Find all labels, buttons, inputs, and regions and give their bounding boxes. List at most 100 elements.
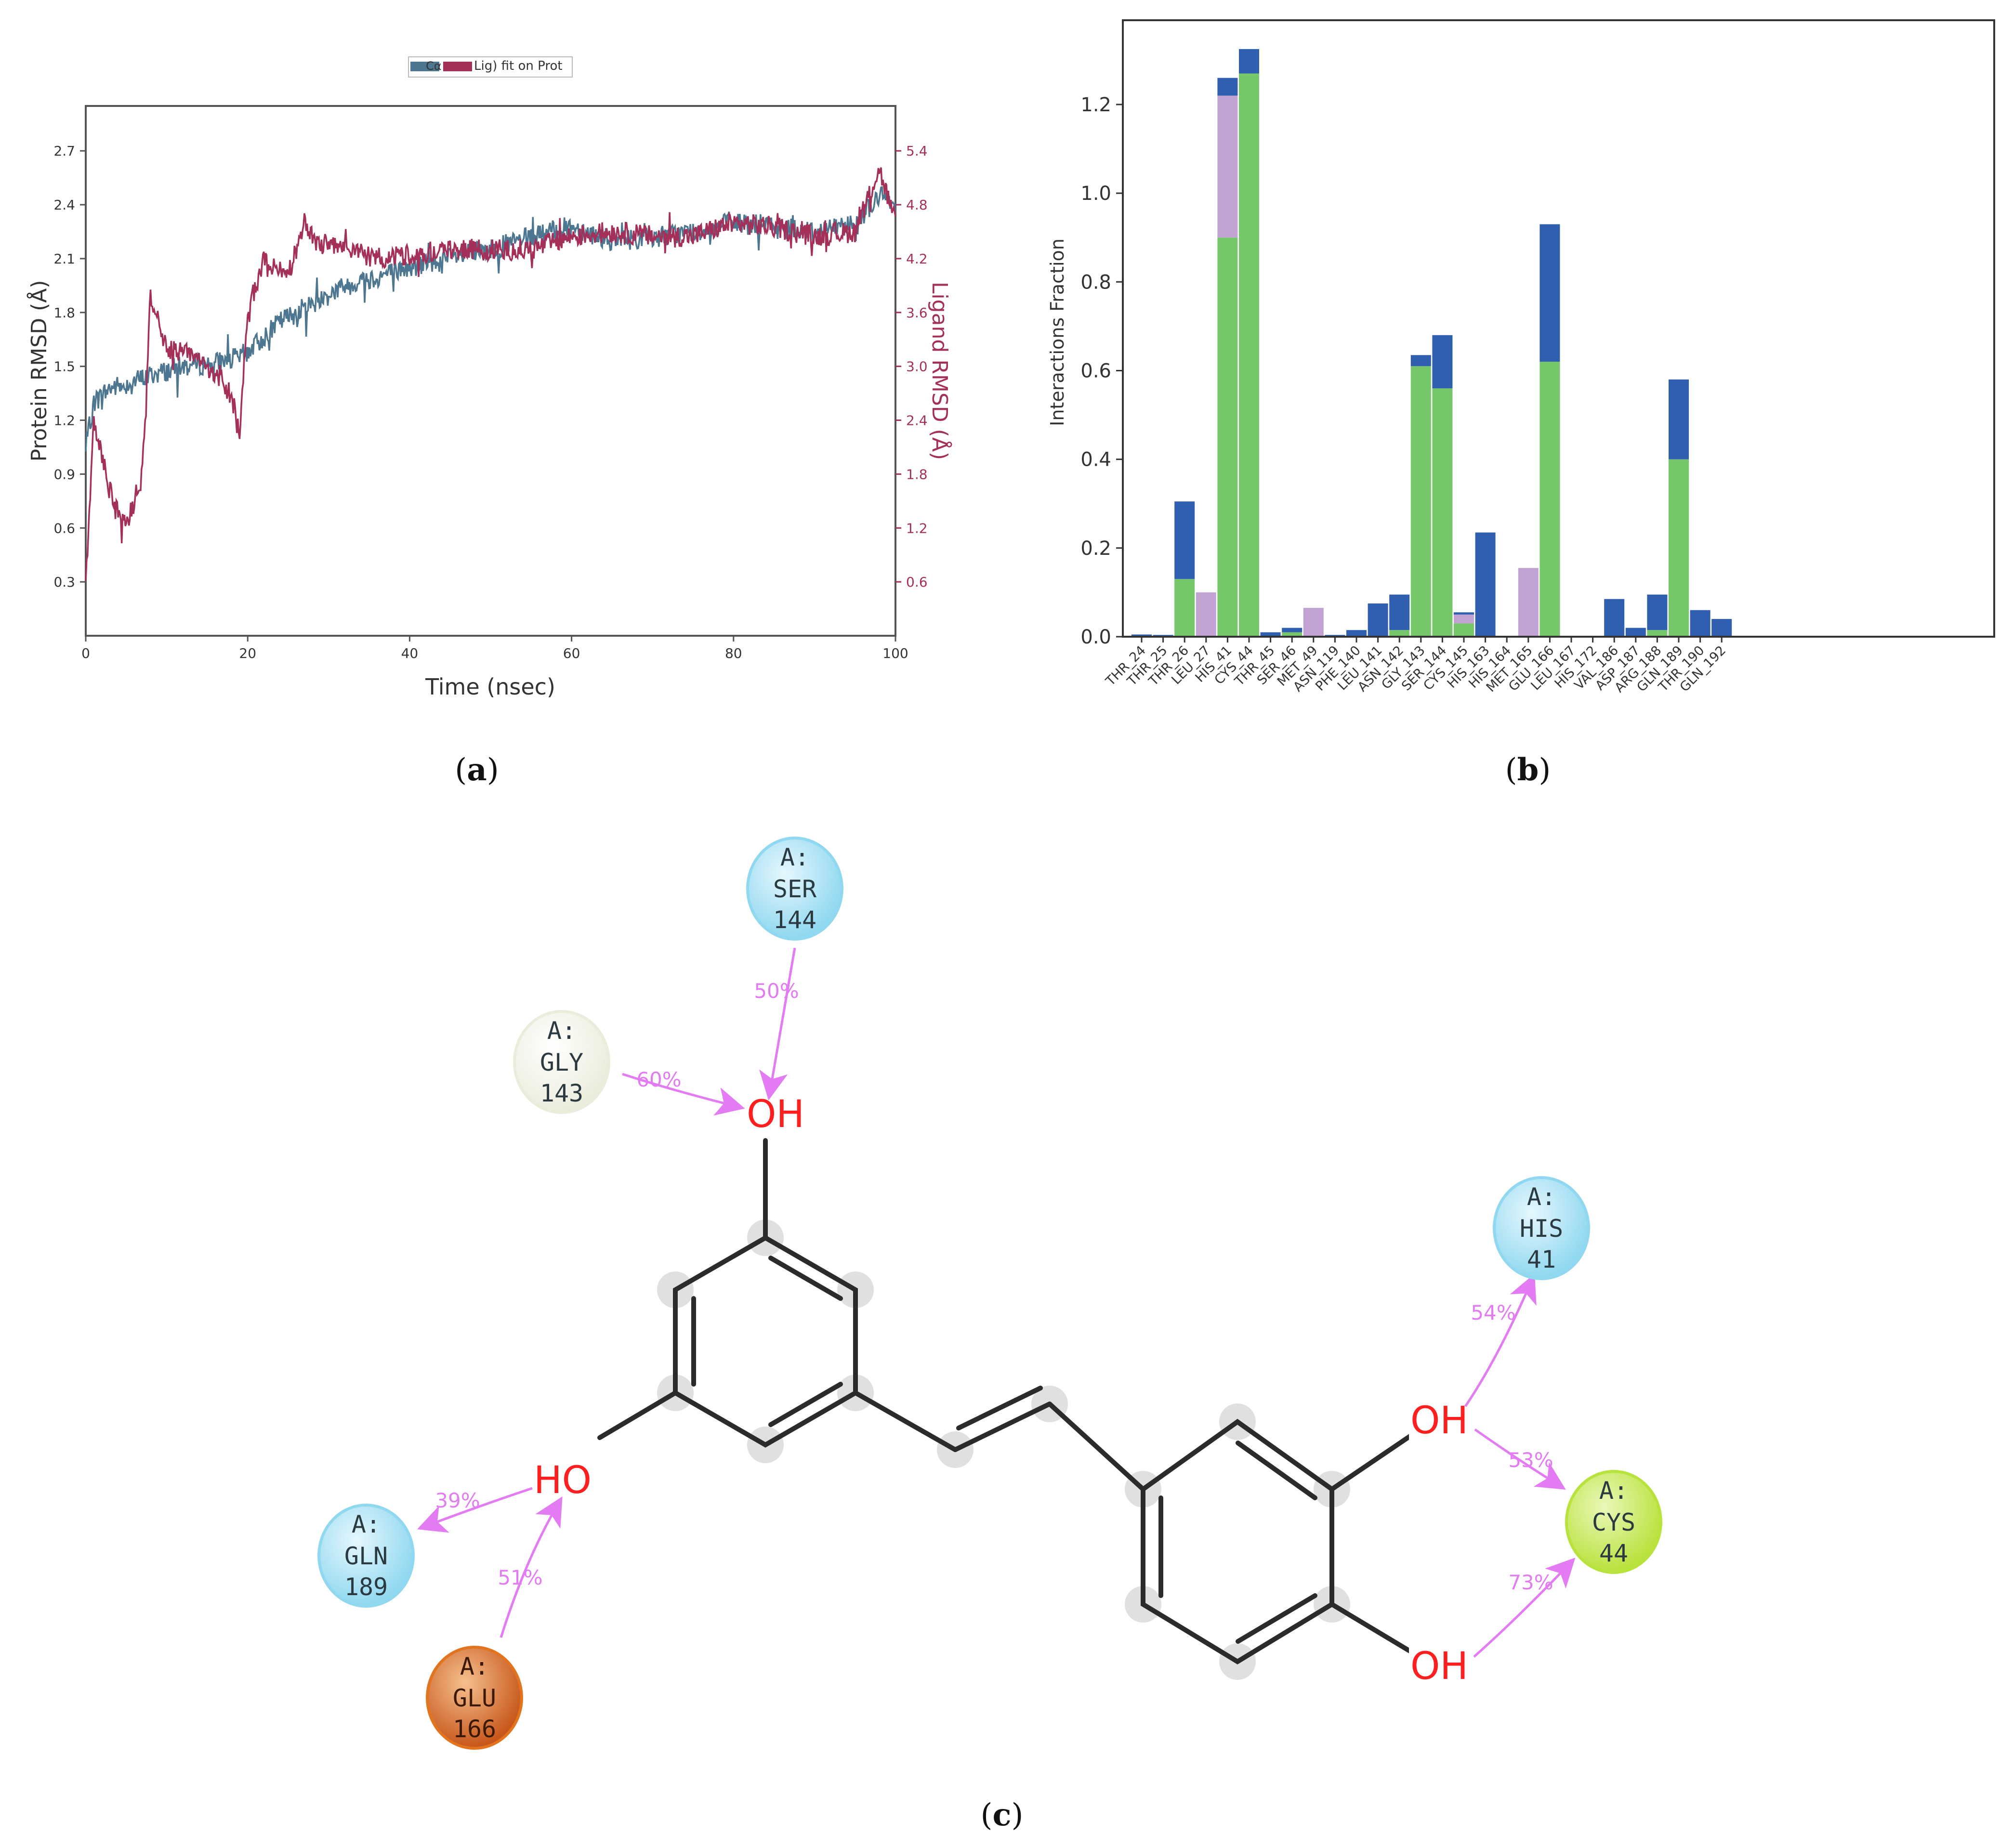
- pct-gln189: 39%: [435, 1489, 480, 1512]
- residue-number: 144: [773, 906, 816, 934]
- interaction-bar-segment: [1604, 599, 1625, 637]
- interaction-bar-segment: [1432, 388, 1453, 637]
- time-x-tick-label: 0: [81, 645, 90, 661]
- pct-his41: 54%: [1471, 1301, 1515, 1324]
- residue-name: GLN: [344, 1542, 388, 1570]
- interaction-bar-segment: [1217, 78, 1238, 96]
- interaction-bar-segment: [1260, 632, 1281, 637]
- protein-y-tick-label: 0.9: [53, 466, 75, 482]
- oh-top: OH: [747, 1093, 804, 1136]
- ligand-y-tick-label: 4.2: [906, 251, 928, 267]
- interaction-bar-segment: [1410, 366, 1431, 637]
- residue-bubble: [317, 1504, 415, 1608]
- residue-number: 166: [453, 1715, 496, 1743]
- pct-cys44-upper: 53%: [1508, 1448, 1553, 1472]
- interaction-bar-segment: [1518, 568, 1539, 637]
- time-x-tick-label: 20: [239, 645, 256, 661]
- ligand-interaction-diagram: OH HO OH OH 50% 60% 54% 53% 73% 39% 51%: [317, 837, 1662, 1833]
- interaction-bar-segment: [1647, 594, 1668, 630]
- interaction-bar-segment: [1196, 592, 1216, 637]
- ho-left: HO: [534, 1459, 592, 1502]
- residue-gly-143: A: GLY 143: [513, 1010, 610, 1114]
- protein-y-tick-label: 0.3: [53, 574, 75, 590]
- interaction-bar-segment: [1454, 614, 1474, 624]
- protein-y-ticks: 0.3 0.6 0.9 1.2 1.5 1.8 2.1 2.4 2.7: [53, 143, 86, 590]
- residue-ser-144: A: SER 144: [746, 837, 843, 941]
- residue-bubble: [513, 1010, 610, 1114]
- protein-y-axis-title: Protein RMSD (Å): [26, 280, 52, 462]
- resveratrol-skeleton: [597, 1138, 1414, 1665]
- interactions-chart: 0.0 0.2 0.4 0.6 0.8 1.0 1.2 THR_24THR_25THR_26…: [1047, 19, 1995, 788]
- residue-name: GLY: [540, 1049, 583, 1076]
- residue-number: 44: [1599, 1539, 1628, 1567]
- residue-bubble: [1565, 1470, 1662, 1574]
- interaction-bar-segment: [1217, 95, 1238, 238]
- fraction-y-tick-label: 1.0: [1080, 183, 1111, 205]
- interaction-bar-segment: [1217, 237, 1238, 637]
- residue-bubbles: A:SER144A:GLY143A:HIS41A:CYS44A:GLN189A:…: [317, 837, 1662, 1750]
- interaction-bar-segment: [1303, 608, 1324, 637]
- interaction-bar-segment: [1711, 619, 1732, 637]
- rmsd-plot-frame: [85, 105, 896, 637]
- interaction-bar-segment: [1539, 362, 1560, 637]
- time-x-tick-label: 60: [563, 645, 580, 661]
- rmsd-legend: Cα Lig) fit on Prot: [408, 56, 573, 78]
- protein-y-tick-label: 1.5: [53, 359, 75, 375]
- residue-gln-189: A: GLN 189: [317, 1504, 415, 1608]
- residue-number: 41: [1527, 1245, 1556, 1273]
- pct-glu166: 51%: [498, 1566, 542, 1589]
- interaction-bar-segment: [1625, 628, 1646, 637]
- x-axis-title: Time (nsec): [425, 674, 555, 700]
- fraction-y-tick-label: 0.6: [1080, 360, 1111, 382]
- residue-number: 189: [344, 1573, 388, 1601]
- interaction-bar-segment: [1389, 630, 1410, 637]
- ligand-rmsd-series: [85, 167, 896, 581]
- ligand-y-ticks: 0.6 1.2 1.8 2.4 3.0 3.6 4.2 4.8 5.4: [895, 143, 928, 590]
- oh-right-lower: OH: [1410, 1645, 1468, 1688]
- ligand-y-tick-label: 3.0: [906, 359, 928, 375]
- pct-gly143: 60%: [636, 1068, 681, 1091]
- hydroxyl-labels: OH HO OH OH: [534, 1088, 1468, 1688]
- residue-chain: A:: [460, 1652, 489, 1680]
- interaction-bar-segment: [1174, 501, 1195, 579]
- residue-name: HIS: [1520, 1215, 1563, 1243]
- residue-chain: A:: [780, 843, 809, 871]
- interaction-bar-segment: [1454, 623, 1474, 637]
- panel-label-c: (c): [981, 1797, 1024, 1833]
- time-x-tick-label: 80: [725, 645, 742, 661]
- rmsd-chart: Cα Lig) fit on Prot 0.3 0.6 0.9 1.2 1.5 1.8 2.…: [26, 56, 953, 788]
- interaction-bar-segment: [1454, 612, 1474, 615]
- ligand-y-tick-label: 1.2: [906, 520, 928, 536]
- legend-swatch-protein: [410, 62, 439, 71]
- residue-cys-44: A: CYS 44: [1565, 1470, 1662, 1574]
- panel-label-b: (b): [1505, 752, 1551, 788]
- pct-cys44-lower: 73%: [1508, 1571, 1553, 1594]
- residue-chain: A:: [1527, 1183, 1556, 1211]
- ligand-y-axis-title: Ligand RMSD (Å): [927, 282, 953, 460]
- protein-y-tick-label: 2.7: [53, 143, 75, 159]
- fraction-y-tick-label: 0.8: [1080, 271, 1111, 293]
- residue-bubble: [426, 1646, 523, 1750]
- interaction-bar-segment: [1282, 628, 1303, 632]
- protein-rmsd-series: [85, 186, 896, 452]
- residue-chain: A:: [547, 1017, 576, 1045]
- protein-y-tick-label: 2.1: [53, 251, 75, 267]
- interaction-bar-segment: [1389, 594, 1410, 630]
- interaction-bar-segment: [1690, 610, 1710, 637]
- fraction-y-tick-label: 0.2: [1080, 537, 1111, 560]
- legend-entry-ligand: Lig) fit on Prot: [474, 59, 563, 73]
- protein-y-tick-label: 1.8: [53, 305, 75, 321]
- fraction-y-tick-label: 1.2: [1080, 94, 1111, 116]
- residue-chain: A:: [352, 1510, 381, 1538]
- interaction-bar-segment: [1539, 224, 1560, 362]
- panel-label-a: (a): [455, 752, 499, 788]
- residue-bubble: [746, 837, 843, 941]
- interaction-bar-segment: [1239, 49, 1259, 74]
- interaction-bar-segment: [1174, 579, 1195, 637]
- legend-swatch-ligand: [443, 62, 472, 71]
- interaction-percentages: 50% 60% 54% 53% 73% 39% 51%: [435, 979, 1553, 1594]
- ligand-y-tick-label: 1.8: [906, 466, 928, 482]
- interaction-bar-segment: [1669, 379, 1689, 459]
